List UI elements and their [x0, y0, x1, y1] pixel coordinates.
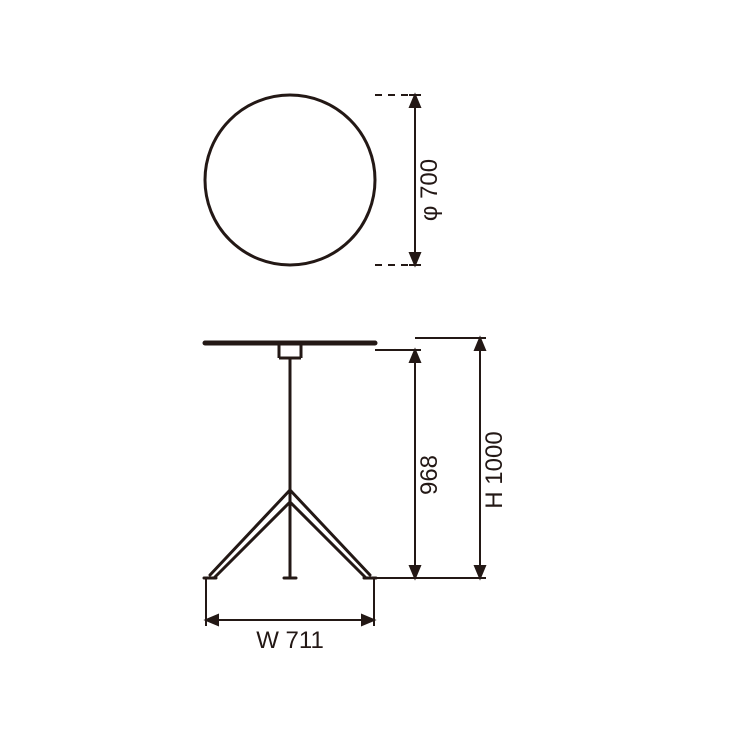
dim-inner-height — [375, 350, 421, 578]
top-view — [205, 95, 375, 265]
top-view-extension — [375, 95, 415, 265]
table-top-circle — [205, 95, 375, 265]
dim-inner-height-label: 968 — [416, 455, 443, 495]
dim-width-label: W 711 — [256, 627, 324, 654]
dim-width — [206, 578, 374, 626]
tech-drawing: φ 700 — [0, 0, 740, 740]
side-view — [204, 343, 376, 578]
dim-diameter-label: φ 700 — [416, 159, 443, 221]
dim-overall-height-label: H 1000 — [481, 431, 508, 508]
